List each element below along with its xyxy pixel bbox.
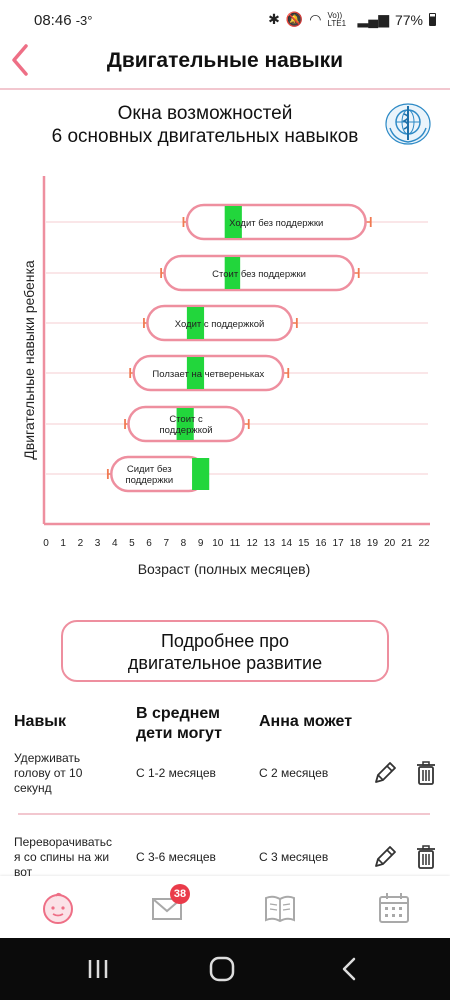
more-about-motor-development-button[interactable]: Подробнее про двигательное развитие	[61, 620, 389, 682]
x-tick-label: 3	[95, 538, 101, 549]
x-tick-label: 18	[350, 538, 362, 549]
x-tick-label: 20	[384, 538, 396, 549]
x-tick-label: 11	[230, 538, 241, 549]
delete-button[interactable]	[414, 844, 440, 870]
recent-apps-icon	[88, 960, 108, 978]
home-icon	[209, 956, 235, 982]
who-logo-icon	[385, 103, 431, 145]
row-child: С 2 месяцев	[259, 766, 329, 780]
x-tick-label: 8	[181, 538, 187, 549]
trash-icon	[417, 845, 435, 869]
skill-label: Сидит без поддержки	[125, 464, 173, 486]
median-bar	[224, 206, 242, 238]
edit-button[interactable]	[372, 760, 398, 786]
x-tick-label: 0	[43, 538, 49, 549]
chart-title: Окна возможностей 6 основных двигательны…	[20, 102, 390, 148]
row-skill: Переворачиваться со спины на живот	[14, 835, 112, 879]
chart-title-line1: Окна возможностей	[117, 103, 293, 124]
home-button[interactable]	[208, 956, 236, 982]
baby-face-icon	[43, 892, 73, 924]
row-average: С 1-2 месяцев	[136, 766, 216, 780]
wifi-icon: ◠	[309, 11, 322, 27]
nav-child-profile[interactable]	[38, 888, 78, 928]
bluetooth-icon: ✱	[268, 11, 280, 27]
skill-label: Ходит без поддержки	[229, 218, 323, 229]
edit-button[interactable]	[372, 844, 398, 870]
row-divider	[18, 813, 430, 815]
skill-label: Стоит с поддержкой	[159, 414, 212, 436]
median-bar	[186, 307, 205, 339]
x-tick-label: 7	[163, 538, 169, 549]
recent-apps-button[interactable]	[84, 956, 112, 982]
x-tick-label: 1	[60, 538, 66, 549]
x-tick-label: 15	[298, 538, 310, 549]
table-header-average: В среднем дети могут	[136, 705, 222, 742]
status-icons: ✱ 🔕 ◠ Vo)) LTE1 ▂▄▆ 77%	[268, 11, 436, 28]
x-tick-label: 9	[198, 538, 204, 549]
table-row: Переворачиваться со спины на живот С 3-6…	[0, 832, 450, 912]
y-axis-label: Двигательные навыки ребенка	[21, 260, 37, 460]
x-tick-label: 19	[367, 538, 379, 549]
delete-button[interactable]	[414, 760, 440, 786]
signal-icon: ▂▄▆	[357, 11, 389, 27]
x-tick-label: 12	[247, 538, 259, 549]
skill-label: Стоит без поддержки	[212, 269, 306, 280]
messages-badge: 38	[170, 884, 190, 904]
x-tick-label: 2	[78, 538, 84, 549]
x-tick-label: 21	[401, 538, 413, 549]
table-header-skill: Навык	[14, 713, 66, 730]
skill-window	[132, 354, 285, 392]
trash-icon	[417, 761, 435, 785]
row-skill: Удерживать голову от 10 секунд	[14, 751, 83, 795]
pencil-icon	[375, 846, 396, 867]
skill-label: Ходит с поддержкой	[175, 319, 265, 330]
table-row: Удерживать голову от 10 секунд С 1-2 мес…	[0, 748, 450, 828]
page-title: Двигательные навыки	[106, 49, 344, 72]
battery-percent: 77%	[394, 11, 423, 28]
median-bar	[186, 357, 205, 389]
calendar-icon	[379, 893, 409, 923]
status-bar: 08:46 -3° ✱ 🔕 ◠ Vo)) LTE1 ▂▄▆ 77%	[0, 0, 450, 40]
x-tick-label: 16	[315, 538, 327, 549]
motor-skills-chart: 0 1 2 3 4 5 6 7 8 9 10 11 12 13 14 15 16 17 18 19 20 21 22Ходи…	[21, 176, 430, 577]
app-header: Двигательные навыки	[0, 40, 450, 86]
pencil-icon	[375, 762, 396, 783]
median-bar	[192, 458, 210, 490]
skill-window	[146, 304, 293, 342]
x-tick-label: 6	[146, 538, 152, 549]
x-tick-label: 17	[333, 538, 345, 549]
status-time: 08:46 -3°	[34, 12, 93, 29]
network-label: Vo)) LTE1	[327, 10, 347, 28]
row-child: С 3 месяцев	[259, 850, 329, 864]
book-icon	[265, 895, 295, 923]
header-divider	[0, 88, 450, 90]
x-tick-label: 22	[418, 538, 430, 549]
nav-calendar[interactable]	[374, 888, 414, 928]
median-bar	[176, 408, 194, 440]
more-button-line2: двигательное развитие	[127, 653, 323, 673]
median-bar	[224, 257, 241, 289]
x-tick-label: 4	[112, 538, 118, 549]
chart-title-line2: 6 основных двигательных навыков	[51, 126, 359, 147]
system-navigation-bar	[0, 938, 450, 1000]
system-back-button[interactable]	[336, 956, 364, 982]
back-arrow-icon	[342, 957, 356, 981]
nav-library[interactable]	[260, 888, 300, 928]
chevron-left-icon	[12, 44, 28, 76]
x-tick-label: 5	[129, 538, 135, 549]
x-tick-label: 14	[281, 538, 293, 549]
more-button-line1: Подробнее про	[160, 631, 290, 651]
x-tick-label: 10	[212, 538, 224, 549]
battery-icon	[429, 13, 436, 26]
skill-label: Ползает на четвереньках	[152, 369, 264, 380]
x-axis-label: Возраст (полных месяцев)	[138, 561, 311, 577]
skill-window	[163, 254, 355, 292]
table-header-child: Анна может	[259, 713, 353, 730]
row-average: С 3-6 месяцев	[136, 850, 216, 864]
back-button[interactable]	[6, 40, 36, 80]
mute-icon: 🔕	[285, 11, 304, 27]
x-tick-label: 13	[264, 538, 276, 549]
bottom-navigation	[0, 876, 450, 938]
